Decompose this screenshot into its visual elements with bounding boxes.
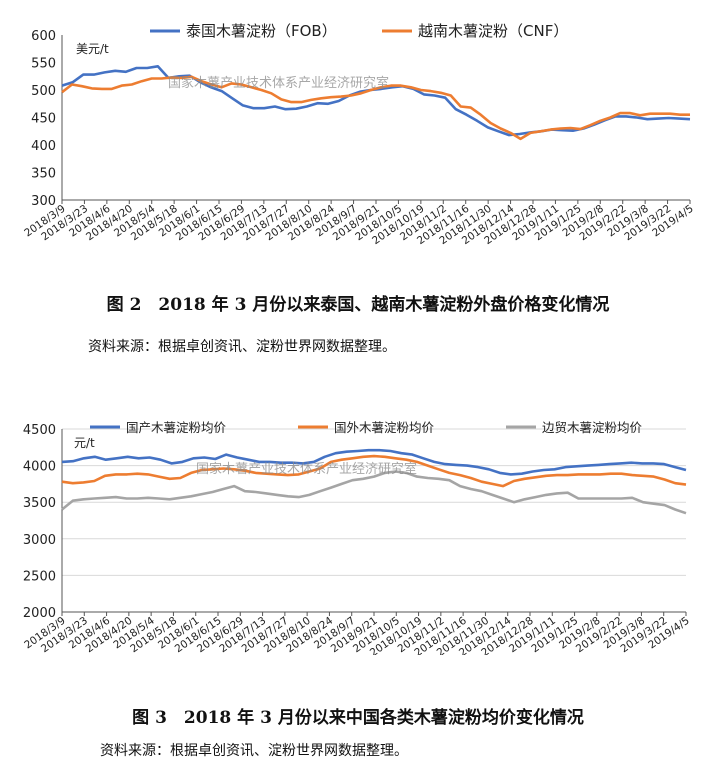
legend-label: 越南木薯淀粉（CNF） (418, 22, 568, 40)
figure-2-caption: 图 2 2018 年 3 月份以来泰国、越南木薯淀粉外盘价格变化情况 (106, 295, 610, 315)
y-tick-label: 4500 (23, 423, 56, 438)
legend-label: 国产木薯淀粉均价 (126, 420, 227, 435)
series-line (61, 470, 687, 515)
series-line (61, 454, 687, 488)
legend-label: 边贸木薯淀粉均价 (542, 420, 643, 435)
legend-label: 泰国木薯淀粉（FOB） (186, 22, 337, 40)
y-tick-label: 600 (31, 29, 56, 44)
series-line (61, 75, 690, 141)
y-unit-label: 美元/t (76, 42, 109, 56)
y-tick-label: 450 (31, 112, 56, 127)
figure-2-source: 资料来源：根据卓创资讯、淀粉世界网数据整理。 (88, 339, 396, 355)
y-tick-label: 4000 (23, 460, 56, 475)
watermark-figure-3: 国家木薯产业技术体系产业经济研究室 (196, 462, 418, 477)
y-tick-label: 3500 (23, 496, 56, 511)
y-tick-label: 2500 (23, 569, 56, 584)
chart-svg: 3003504004505005506002018/3/92018/3/2320… (22, 22, 696, 247)
chart-figure-3: 2000 2500 3000 3500 4000 4500 2018/3/9 2018/3/2… (0, 405, 716, 659)
watermark-figure-2: 国家木薯产业技术体系产业经济研究室 (168, 76, 390, 91)
y-tick-label: 350 (31, 167, 56, 182)
figure-3-caption: 图 3 2018 年 3 月份以来中国各类木薯淀粉均价变化情况 (132, 708, 584, 728)
legend-label: 国外木薯淀粉均价 (334, 420, 435, 435)
y-tick-label: 550 (31, 57, 56, 72)
chart-figure-2: 300 350 400 450 500 550 600 2018/3/9 2018/3/23 20… (0, 0, 716, 270)
y-tick-label: 300 (31, 194, 56, 209)
series-line (61, 448, 687, 476)
y-tick-label: 500 (31, 84, 56, 99)
figure-3-source: 资料来源：根据卓创资讯、淀粉世界网数据整理。 (100, 743, 408, 759)
y-unit-label: 元/t (74, 436, 95, 450)
y-tick-label: 3000 (23, 533, 56, 548)
y-tick-label: 400 (31, 139, 56, 154)
y-tick-label: 2000 (23, 606, 56, 621)
chart-svg: 2000250030003500400045002018/3/92018/3/2… (22, 420, 692, 659)
